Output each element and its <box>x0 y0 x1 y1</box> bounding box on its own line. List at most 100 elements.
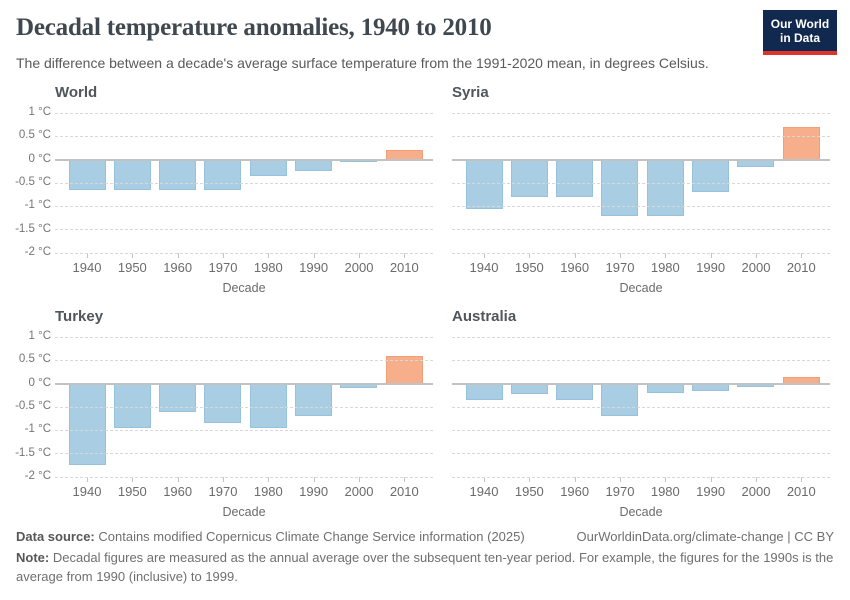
bar-turkey-1970[interactable] <box>204 383 242 424</box>
x-axis-tick <box>268 477 270 482</box>
bar-syria-1970[interactable] <box>601 159 639 216</box>
gridline <box>55 205 433 207</box>
x-axis-tick-label: 1980 <box>253 260 283 275</box>
y-axis-tick-label: 0 °C <box>28 376 52 389</box>
gridline <box>452 229 830 231</box>
y-axis-tick-label: 0.5 °C <box>18 353 51 366</box>
x-axis-tick-label: 1960 <box>560 484 590 499</box>
x-axis-tick <box>404 253 406 258</box>
bar-turkey-2000[interactable] <box>340 383 378 389</box>
y-axis-tick-label: -1 °C <box>24 423 51 436</box>
bar-turkey-1950[interactable] <box>113 383 151 428</box>
gridline <box>452 476 830 478</box>
x-axis-tick-label: 1960 <box>163 260 193 275</box>
x-axis-tick-label: 1950 <box>514 484 544 499</box>
y-axis-tick-label: -0.5 °C <box>15 176 51 188</box>
x-axis-tick-label: 1970 <box>208 484 238 499</box>
bar-australia-1980[interactable] <box>646 383 684 393</box>
bar-turkey-1980[interactable] <box>249 383 287 428</box>
x-axis-tick-label: 1940 <box>72 260 102 275</box>
data-source-line: Data source: Contains modified Copernicu… <box>16 529 525 544</box>
x-axis-tick <box>313 477 315 482</box>
x-axis-tick-label: 1960 <box>560 260 590 275</box>
x-axis-tick <box>484 253 485 258</box>
bar-world-2000[interactable] <box>340 159 378 162</box>
bar-world-1990[interactable] <box>295 159 333 172</box>
owid-logo[interactable]: Our World in Data <box>763 10 837 55</box>
gridline <box>452 252 830 254</box>
gridline <box>55 252 433 254</box>
gridline <box>55 112 433 114</box>
gridline <box>55 429 433 431</box>
x-axis-tick <box>87 477 88 482</box>
y-axis-tick-label: -1 °C <box>24 199 51 212</box>
footer-note: Note: Decadal figures are measured as th… <box>16 548 834 586</box>
x-axis-tick <box>358 253 360 258</box>
bar-australia-1970[interactable] <box>601 383 639 417</box>
x-axis-title: Decade <box>619 281 663 295</box>
chart-world: World 1 °C 0.5 °C 0 °C -0.5 °C -1 °C -1.5 °C -… <box>15 84 433 295</box>
gridline <box>55 453 433 455</box>
page-subtitle: The difference between a decade's averag… <box>16 55 709 71</box>
gridline <box>452 453 830 455</box>
x-axis-tick <box>710 477 712 482</box>
x-axis-tick <box>574 477 576 482</box>
x-axis-tick <box>404 477 406 482</box>
chart-turkey: Turkey 1 °C 0.5 °C 0 °C -0.5 °C -1 °C -1.5 °C… <box>15 308 433 519</box>
y-axis-tick-label: 1 °C <box>28 330 52 342</box>
x-axis-tick <box>665 253 667 258</box>
y-axis-tick-label: -1.5 °C <box>15 446 51 459</box>
x-axis-tick <box>132 253 134 258</box>
gridline <box>452 406 830 408</box>
bar-australia-1950[interactable] <box>510 383 548 394</box>
x-axis-tick <box>313 253 315 258</box>
bar-australia-2010[interactable] <box>782 376 820 384</box>
y-axis-tick-label: 0 °C <box>28 152 52 165</box>
bar-world-2010[interactable] <box>385 150 423 160</box>
bar-world-1980[interactable] <box>249 159 287 176</box>
bar-australia-2000[interactable] <box>737 383 775 388</box>
bar-world-1950[interactable] <box>113 159 151 191</box>
bar-syria-2000[interactable] <box>737 159 775 167</box>
bar-syria-1960[interactable] <box>556 159 594 197</box>
bar-australia-1960[interactable] <box>556 383 594 400</box>
x-axis-tick <box>529 477 531 482</box>
gridline <box>55 476 433 478</box>
gridline <box>55 182 433 184</box>
page-title: Decadal temperature anomalies, 1940 to 2… <box>16 14 492 41</box>
x-axis-tick-label: 1990 <box>696 260 726 275</box>
x-axis-tick <box>755 253 757 258</box>
note-text: Decadal figures are measured as the annu… <box>16 550 834 584</box>
bar-world-1940[interactable] <box>68 159 106 191</box>
bar-world-1970[interactable] <box>204 159 242 190</box>
chart-syria: Syria 1940 1950 1960 1970 1980 1990 2000 2010 De… <box>452 84 830 295</box>
bar-australia-1940[interactable] <box>465 383 503 400</box>
note-label: Note: <box>16 550 50 565</box>
x-axis-tick <box>619 253 621 258</box>
bar-syria-1950[interactable] <box>510 159 548 197</box>
bar-world-1960[interactable] <box>159 159 197 190</box>
gridline <box>55 135 433 137</box>
x-axis-tick-label: 2010 <box>786 484 816 499</box>
bar-syria-2010[interactable] <box>782 127 820 160</box>
bar-turkey-1940[interactable] <box>68 383 106 466</box>
x-axis-tick-label: 1980 <box>650 260 680 275</box>
bar-australia-1990[interactable] <box>692 383 730 391</box>
x-axis-tick-label: 1990 <box>696 484 726 499</box>
bar-syria-1990[interactable] <box>692 159 730 193</box>
owid-logo-line2: in Data <box>779 31 820 45</box>
bar-turkey-1990[interactable] <box>295 383 333 417</box>
x-axis-title: Decade <box>222 281 266 295</box>
footer: Data source: Contains modified Copernicu… <box>16 529 834 586</box>
x-axis-tick-label: 1980 <box>650 484 680 499</box>
x-axis-tick <box>177 253 179 258</box>
bar-syria-1940[interactable] <box>465 159 503 209</box>
chart-title-turkey: Turkey <box>55 308 104 325</box>
owid-cc-link[interactable]: OurWorldinData.org/climate-change | CC B… <box>576 529 834 544</box>
x-axis-tick <box>619 477 621 482</box>
x-axis-tick-label: 1970 <box>605 260 635 275</box>
x-axis-tick-label: 1950 <box>514 260 544 275</box>
x-axis-tick-label: 1950 <box>117 484 147 499</box>
y-axis-tick-label: 1 °C <box>28 106 52 118</box>
bar-syria-1980[interactable] <box>646 159 684 216</box>
